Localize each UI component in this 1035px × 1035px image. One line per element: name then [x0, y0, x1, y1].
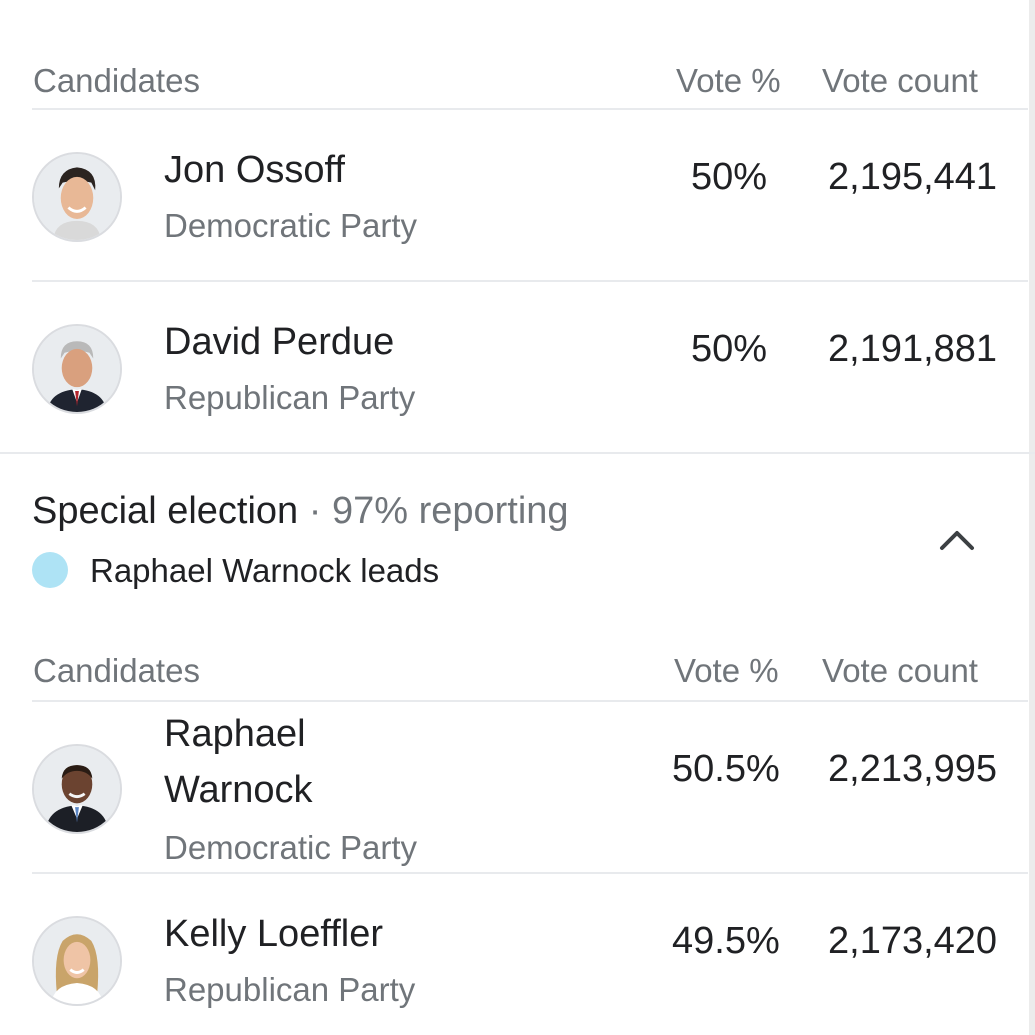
scroll-edge [1029, 0, 1035, 1035]
section-divider [0, 452, 1035, 454]
candidate-vote-pct: 50% [691, 156, 768, 198]
header-vote-count: Vote count [822, 652, 978, 689]
candidate-vote-count: 2,173,420 [828, 920, 998, 962]
candidate-name: Kelly Loeffler [164, 913, 383, 955]
candidate-name-line1: Raphael [164, 713, 306, 755]
candidate-vote-pct: 49.5% [672, 920, 780, 962]
divider [32, 108, 1028, 110]
candidate-avatar [32, 152, 122, 242]
reporting-status: 97% reporting [331, 490, 569, 532]
divider [32, 872, 1028, 874]
header-vote-pct: Vote % [674, 652, 779, 689]
candidate-name-line2: Warnock [164, 769, 313, 811]
leader-text: Raphael Warnock leads [90, 552, 440, 589]
divider [32, 280, 1028, 282]
candidate-avatar [32, 916, 122, 1006]
table-header: Candidates Vote % Vote count [32, 638, 1028, 698]
special-election-title[interactable]: Special election · 97% reporting [32, 490, 569, 533]
table-header: Candidates Vote % Vote count [32, 48, 1028, 108]
person-photo-icon [34, 746, 120, 832]
candidate-party: Republican Party [164, 971, 416, 1008]
candidate-row-ossoff[interactable]: Jon Ossoff Democratic Party 50% 2,195,44… [32, 110, 1028, 280]
chevron-up-icon[interactable] [932, 518, 982, 562]
candidate-vote-count: 2,213,995 [828, 748, 998, 790]
candidate-party: Republican Party [164, 379, 416, 416]
divider [32, 700, 1028, 702]
candidate-avatar [32, 324, 122, 414]
candidate-avatar [32, 744, 122, 834]
header-vote-pct: Vote % [676, 62, 781, 99]
leader-color-dot [32, 552, 68, 588]
candidate-row-loeffler[interactable]: Kelly Loeffler Republican Party 49.5% 2,… [32, 874, 1028, 1035]
header-candidates: Candidates [33, 62, 200, 99]
candidate-vote-count: 2,191,881 [828, 328, 998, 370]
candidate-party: Democratic Party [164, 207, 418, 244]
candidate-vote-pct: 50% [691, 328, 768, 370]
candidate-vote-count: 2,195,441 [828, 156, 998, 198]
candidate-name: David Perdue [164, 321, 395, 363]
candidate-row-perdue[interactable]: David Perdue Republican Party 50% 2,191,… [32, 282, 1028, 452]
candidate-party: Democratic Party [164, 829, 418, 866]
header-candidates: Candidates [33, 652, 200, 689]
candidate-vote-pct: 50.5% [672, 748, 780, 790]
candidate-name: Jon Ossoff [164, 149, 345, 191]
person-photo-icon [34, 154, 120, 240]
person-photo-icon [34, 326, 120, 412]
header-vote-count: Vote count [822, 62, 978, 99]
separator: · [298, 490, 332, 532]
special-election-label: Special election [32, 490, 299, 532]
person-photo-icon [34, 918, 120, 1004]
candidate-row-warnock[interactable]: Raphael Warnock Democratic Party 50.5% 2… [32, 702, 1028, 872]
